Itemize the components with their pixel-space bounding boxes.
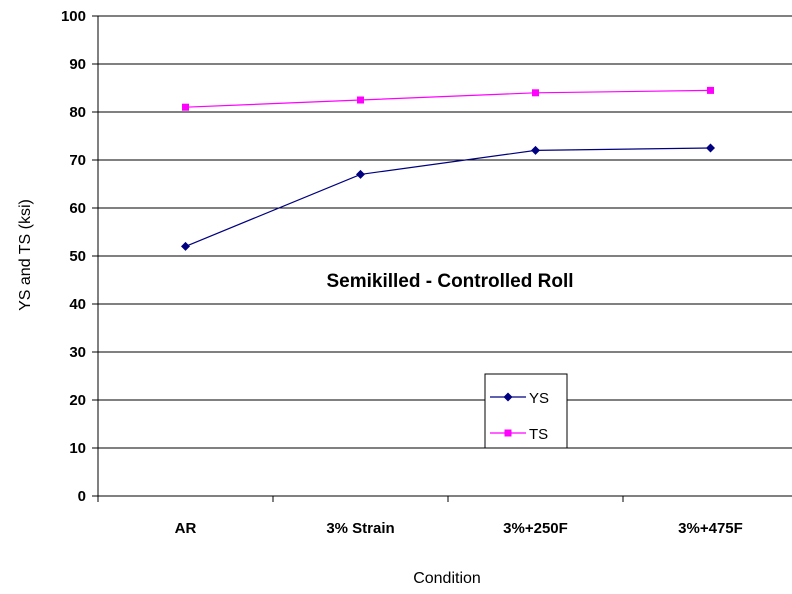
y-tick-label: 40 (69, 296, 86, 313)
y-tick-label: 70 (69, 152, 86, 169)
y-tick-label: 10 (69, 440, 86, 457)
y-tick-label: 0 (78, 488, 86, 505)
x-axis-title: Condition (413, 570, 481, 587)
x-tick-label: 3%+250F (503, 520, 568, 537)
x-axis-ticks: AR 3% Strain 3%+250F 3%+475F (97, 496, 743, 537)
data-point-ts (707, 86, 714, 94)
x-tick-label: 3%+475F (678, 520, 743, 537)
x-tick-label: AR (175, 520, 197, 537)
y-tick-label: 30 (69, 344, 86, 361)
y-tick-label: 60 (69, 200, 86, 217)
y-tick-label: 80 (69, 104, 86, 121)
legend-marker-ys (503, 392, 513, 402)
legend-label-ys: YS (529, 390, 549, 407)
y-tick-label: 100 (61, 8, 86, 25)
x-tick-label: 3% Strain (326, 520, 394, 537)
y-axis-title: YS and TS (ksi) (17, 199, 34, 311)
series-line-ts (185, 89, 711, 108)
data-point-ts (357, 96, 364, 104)
data-point-ys (356, 169, 365, 179)
data-point-ys (706, 143, 715, 153)
y-tick-label: 50 (69, 248, 86, 265)
series-layer (181, 86, 715, 251)
y-tick-label: 20 (69, 392, 86, 409)
data-point-ts (182, 103, 189, 111)
y-tick-label: 90 (69, 56, 86, 73)
series-ts (182, 86, 714, 111)
legend-box (484, 373, 568, 449)
data-point-ys (181, 241, 190, 251)
data-point-ts (532, 89, 539, 97)
y-axis-ticks: 0 10 20 30 40 50 60 70 80 90 100 (61, 8, 98, 505)
legend-marker-ts (504, 429, 512, 437)
gridlines (98, 15, 792, 449)
data-point-ys (531, 145, 540, 155)
series-line-ys (185, 147, 711, 247)
series-ys (181, 143, 715, 251)
legend: YS TS (484, 373, 568, 449)
chart-annotation: Semikilled - Controlled Roll (326, 271, 573, 292)
legend-label-ts: TS (529, 426, 548, 443)
